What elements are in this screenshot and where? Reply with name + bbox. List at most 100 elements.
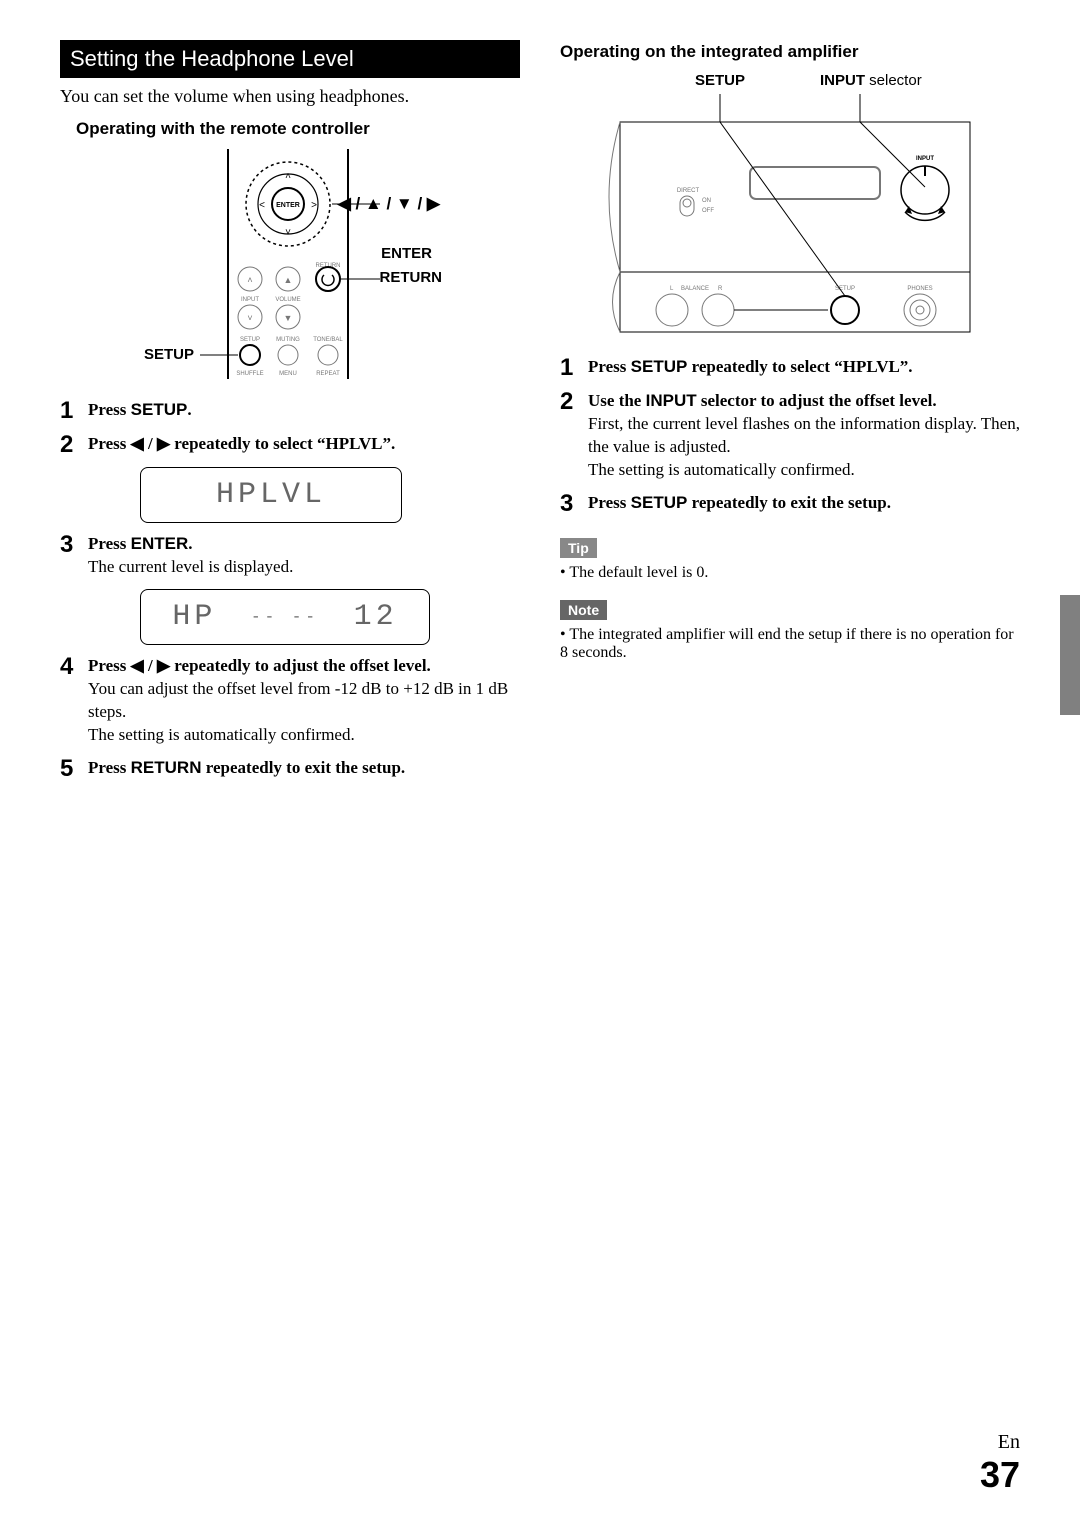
step-3: 3 Press ENTER. The current level is disp… bbox=[60, 533, 520, 579]
step-1: 1 Press SETUP. bbox=[60, 399, 520, 423]
svg-text:˅: ˅ bbox=[247, 313, 252, 323]
amplifier-diagram: SETUP INPUT selector bbox=[600, 72, 980, 342]
step-title: Press RETURN repeatedly to exit the setu… bbox=[88, 758, 405, 777]
t: . bbox=[188, 534, 192, 553]
step-number: 2 bbox=[60, 433, 88, 457]
svg-text:L: L bbox=[670, 286, 674, 292]
note-tag: Note bbox=[560, 600, 607, 620]
enter-callout: ENTER bbox=[381, 245, 432, 262]
svg-text:PHONES: PHONES bbox=[907, 286, 932, 292]
sub-header-amp: Operating on the integrated amplifier bbox=[560, 42, 1020, 62]
step-5: 5 Press RETURN repeatedly to exit the se… bbox=[60, 757, 520, 781]
lcd-display-hp12: HP -- -- 12 bbox=[140, 589, 430, 645]
t: Press bbox=[88, 656, 131, 675]
lcd-seg: -- -- bbox=[251, 608, 319, 626]
step-body-text: First, the current level flashes on the … bbox=[588, 414, 1020, 479]
svg-text:ON: ON bbox=[702, 198, 711, 204]
amp-step-3: 3 Press SETUP repeatedly to exit the set… bbox=[560, 492, 1020, 516]
svg-text:R: R bbox=[718, 286, 723, 292]
section-header: Setting the Headphone Level bbox=[60, 40, 520, 78]
amp-step-1: 1 Press SETUP repeatedly to select “HPLV… bbox=[560, 356, 1020, 380]
t: Press bbox=[88, 434, 131, 453]
t: selector to adjust the offset level. bbox=[697, 391, 937, 410]
step-number: 4 bbox=[60, 655, 88, 747]
step-title: Press SETUP. bbox=[88, 400, 192, 419]
svg-text:˂: ˂ bbox=[259, 200, 265, 211]
amp-step-2: 2 Use the INPUT selector to adjust the o… bbox=[560, 390, 1020, 482]
step-number: 1 bbox=[60, 399, 88, 423]
svg-text:˄: ˄ bbox=[247, 275, 252, 285]
left-column: Setting the Headphone Level You can set … bbox=[60, 40, 520, 787]
svg-text:˅: ˅ bbox=[285, 227, 291, 238]
step-title: Press ENTER. bbox=[88, 534, 193, 553]
t: repeatedly to exit the setup. bbox=[202, 758, 406, 777]
step-title: Press SETUP repeatedly to exit the setup… bbox=[588, 493, 891, 512]
t: SETUP bbox=[631, 357, 688, 376]
svg-text:▼: ▼ bbox=[284, 313, 293, 323]
t: SETUP bbox=[131, 400, 188, 419]
svg-text:INPUT: INPUT bbox=[241, 297, 259, 303]
step-number: 2 bbox=[560, 390, 588, 482]
tip-text: The default level is 0. bbox=[560, 564, 1020, 582]
t: Press bbox=[88, 400, 131, 419]
lcd-display-hplvl: HPLVL bbox=[140, 467, 402, 523]
intro-text: You can set the volume when using headph… bbox=[60, 86, 520, 107]
svg-text:SETUP: SETUP bbox=[240, 337, 260, 343]
right-column: Operating on the integrated amplifier SE… bbox=[560, 40, 1020, 787]
svg-text:▲: ▲ bbox=[284, 275, 293, 285]
t: Press bbox=[588, 493, 631, 512]
step-2: 2 Press ◀ / ▶ repeatedly to select “HPLV… bbox=[60, 433, 520, 457]
page-lang: En bbox=[980, 1431, 1020, 1454]
t: RETURN bbox=[131, 758, 202, 777]
svg-text:REPEAT: REPEAT bbox=[316, 371, 340, 377]
return-callout: RETURN bbox=[380, 269, 443, 286]
svg-text:BALANCE: BALANCE bbox=[681, 286, 709, 292]
sub-header-remote: Operating with the remote controller bbox=[76, 119, 520, 139]
input-top-label: INPUT selector bbox=[820, 72, 922, 89]
svg-text:VOLUME: VOLUME bbox=[275, 297, 300, 303]
t: INPUT bbox=[646, 391, 697, 410]
t: repeatedly to adjust the offset level. bbox=[170, 656, 431, 675]
two-column-layout: Setting the Headphone Level You can set … bbox=[60, 40, 1020, 787]
svg-text:˄: ˄ bbox=[285, 171, 291, 182]
step-body-text: The current level is displayed. bbox=[88, 557, 293, 576]
t: repeatedly to exit the setup. bbox=[687, 493, 891, 512]
step-body-text: You can adjust the offset level from -12… bbox=[88, 679, 508, 744]
step-number: 3 bbox=[60, 533, 88, 579]
svg-text:MUTING: MUTING bbox=[276, 337, 300, 343]
svg-text:OFF: OFF bbox=[702, 208, 714, 214]
svg-text:SHUFFLE: SHUFFLE bbox=[236, 371, 263, 377]
step-title: Press SETUP repeatedly to select “HPLVL”… bbox=[588, 357, 913, 376]
t: Use the bbox=[588, 391, 646, 410]
setup-callout: SETUP bbox=[144, 346, 194, 363]
t: Press bbox=[588, 357, 631, 376]
svg-text:DIRECT: DIRECT bbox=[677, 188, 700, 194]
page-number: En 37 bbox=[980, 1431, 1020, 1496]
svg-text:˃: ˃ bbox=[311, 200, 317, 211]
note-text: The integrated amplifier will end the se… bbox=[560, 626, 1020, 662]
svg-text:INPUT: INPUT bbox=[916, 156, 934, 162]
step-number: 5 bbox=[60, 757, 88, 781]
arrows-callout: ◀ / ▲ / ▼ / ▶ bbox=[338, 194, 440, 214]
enter-center-label: ENTER bbox=[276, 202, 300, 209]
step-title: Press ◀ / ▶ repeatedly to select “HPLVL”… bbox=[88, 434, 395, 453]
side-tab-marker bbox=[1060, 595, 1080, 715]
lcd-seg: HP bbox=[172, 600, 216, 634]
remote-controller-diagram: ENTER ˄ ˅ ˂ ˃ ˄ ▲ RETURN bbox=[150, 149, 430, 389]
amp-svg: DIRECT ON OFF INPUT L BALANCE R bbox=[600, 72, 980, 342]
step-title: Use the INPUT selector to adjust the off… bbox=[588, 391, 937, 410]
t: Press bbox=[88, 534, 131, 553]
t: SETUP bbox=[631, 493, 688, 512]
svg-text:MENU: MENU bbox=[279, 371, 297, 377]
step-4: 4 Press ◀ / ▶ repeatedly to adjust the o… bbox=[60, 655, 520, 747]
t: . bbox=[187, 400, 191, 419]
t: ◀ / ▶ bbox=[131, 434, 170, 453]
lcd-seg: 12 bbox=[354, 600, 398, 634]
step-number: 1 bbox=[560, 356, 588, 380]
t: ◀ / ▶ bbox=[131, 656, 170, 675]
t: repeatedly to select “HPLVL”. bbox=[687, 357, 912, 376]
setup-top-label: SETUP bbox=[695, 72, 745, 89]
step-number: 3 bbox=[560, 492, 588, 516]
tip-tag: Tip bbox=[560, 538, 597, 558]
t: ENTER bbox=[131, 534, 189, 553]
